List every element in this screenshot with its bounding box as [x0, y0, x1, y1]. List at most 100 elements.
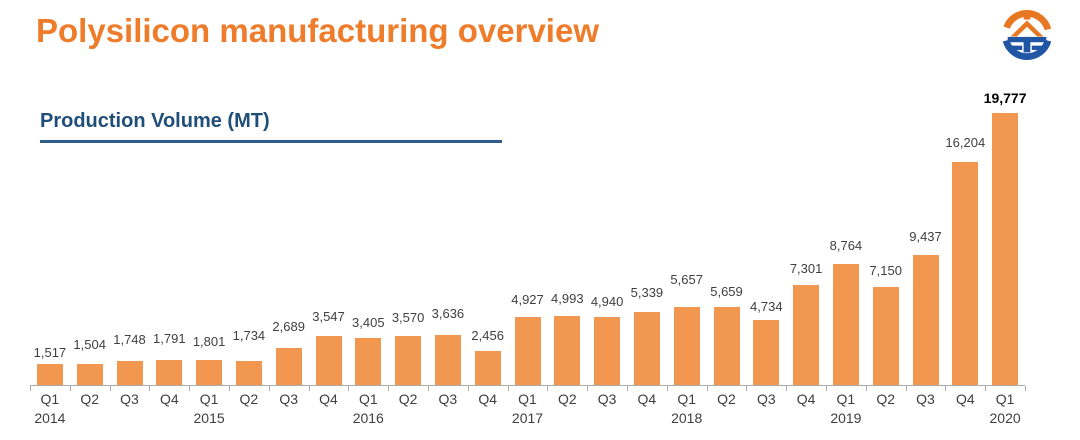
- bar: [156, 360, 183, 385]
- x-axis-tick: [945, 386, 947, 391]
- bar: [116, 360, 143, 385]
- x-axis-label: Q2: [866, 390, 906, 409]
- year-label: 2014: [34, 410, 66, 426]
- quarter-label: Q1: [836, 391, 856, 407]
- bar: [76, 364, 103, 385]
- year-label: 2017: [511, 410, 544, 426]
- x-axis-label: Q1 2019: [826, 390, 866, 428]
- x-axis-tick: [985, 386, 987, 391]
- bar-value-label: 3,547: [312, 309, 345, 325]
- bar: [753, 319, 780, 385]
- x-axis-tick: [666, 386, 668, 391]
- x-axis-tick: [467, 386, 469, 391]
- quarter-label: Q1: [518, 391, 537, 407]
- quarter-label: Q3: [756, 391, 776, 407]
- x-axis-label: Q1 2015: [189, 390, 229, 428]
- x-axis-tick: [308, 386, 310, 391]
- x-axis-label: Q3: [906, 390, 946, 409]
- quarter-label: Q2: [239, 391, 259, 407]
- bar-value-label: 5,339: [630, 284, 664, 300]
- x-axis-label: Q2: [707, 390, 747, 409]
- x-axis-tick: [109, 386, 111, 391]
- bar-value-label: 4,993: [551, 291, 584, 307]
- quarter-label: Q4: [478, 391, 498, 407]
- x-axis-labels: Q1 2014 Q2 Q3 Q4 Q1 2015 Q2 Q3 Q4 Q1 2016 Q2 Q3 Q4 Q1 20…: [30, 390, 1025, 434]
- bar-value-label: 16,204: [945, 135, 986, 151]
- x-axis-tick: [30, 386, 31, 391]
- quarter-label: Q3: [279, 391, 299, 407]
- bar: [832, 264, 859, 385]
- x-axis-label: Q1 2018: [667, 390, 707, 428]
- bar-value-label: 1,517: [33, 345, 67, 361]
- bar-value-label: 7,150: [869, 262, 902, 278]
- bar: [952, 162, 979, 385]
- quarter-label: Q2: [557, 391, 577, 407]
- quarter-label: Q1: [358, 391, 378, 407]
- x-axis-label: Q4: [945, 390, 985, 409]
- bar-value-label: 1,734: [232, 328, 266, 344]
- x-axis-tick: [388, 386, 390, 391]
- bar: [594, 317, 621, 385]
- quarter-label: Q4: [637, 391, 657, 407]
- bar-value-label: 1,504: [73, 337, 106, 353]
- bar-value-label: 19,777: [983, 90, 1027, 106]
- quarter-label: Q4: [319, 391, 338, 407]
- quarter-label: Q2: [717, 391, 736, 407]
- x-axis-tick: [587, 386, 589, 391]
- quarter-label: Q1: [199, 391, 219, 407]
- bar: [36, 364, 63, 385]
- bar-value-label: 5,657: [670, 272, 703, 288]
- x-axis-label: Q1 2017: [508, 390, 548, 428]
- x-axis-tick: [268, 386, 270, 391]
- year-label: 2016: [352, 410, 384, 426]
- x-axis-label: Q3: [587, 390, 627, 409]
- bar: [355, 338, 382, 385]
- bar-value-label: 1,748: [113, 331, 146, 347]
- bar-value-label: 5,659: [710, 284, 743, 300]
- x-axis-tick: [826, 386, 827, 391]
- x-axis-tick: [428, 386, 429, 391]
- chart-title-underline: [40, 140, 502, 143]
- x-axis-tick: [905, 386, 907, 391]
- x-axis-label: Q2: [388, 390, 428, 409]
- quarter-label: Q1: [995, 391, 1015, 407]
- x-axis-label: Q2: [229, 390, 269, 409]
- x-axis-label: Q2: [70, 390, 110, 409]
- year-label: 2019: [830, 410, 862, 426]
- x-axis-label: Q4: [149, 390, 189, 409]
- bar-value-label: 4,927: [511, 292, 544, 308]
- quarter-label: Q1: [40, 391, 60, 407]
- quarter-label: Q3: [597, 391, 617, 407]
- x-axis-tick: [1025, 386, 1026, 391]
- x-axis-label: Q4: [627, 390, 667, 409]
- x-axis-tick: [149, 386, 151, 391]
- x-axis-label: Q4: [786, 390, 826, 409]
- bar: [872, 286, 899, 385]
- x-axis-label: Q3: [269, 390, 309, 409]
- x-axis: [30, 385, 1025, 386]
- bar-value-label: 1,791: [153, 331, 186, 347]
- x-axis-label: Q3: [110, 390, 150, 409]
- year-label: 2015: [193, 410, 225, 426]
- bar-value-label: 2,456: [471, 328, 504, 344]
- bar: [912, 255, 939, 385]
- x-axis-tick: [865, 386, 867, 391]
- quarter-label: Q2: [398, 391, 418, 407]
- x-axis-tick: [746, 386, 748, 391]
- quarter-label: Q2: [876, 391, 896, 407]
- page-title: Polysilicon manufacturing overview: [36, 12, 599, 49]
- x-axis-label: Q3: [746, 390, 786, 409]
- bar-value-label: 1,801: [192, 334, 226, 350]
- bar: [673, 307, 700, 385]
- bar-value-label: 3,405: [352, 315, 385, 331]
- x-axis-label: Q1 2020: [985, 390, 1025, 428]
- plot-area: 1,517 1,504 1,748 1,791 1,801 1,734 2,689 3,547…: [30, 0, 1027, 385]
- bar: [196, 360, 223, 385]
- x-axis-label: Q2: [547, 390, 587, 409]
- quarter-label: Q3: [916, 391, 935, 407]
- quarter-label: Q4: [159, 391, 179, 407]
- quarter-label: Q2: [80, 391, 100, 407]
- year-label: 2020: [989, 410, 1021, 426]
- bar: [395, 335, 422, 385]
